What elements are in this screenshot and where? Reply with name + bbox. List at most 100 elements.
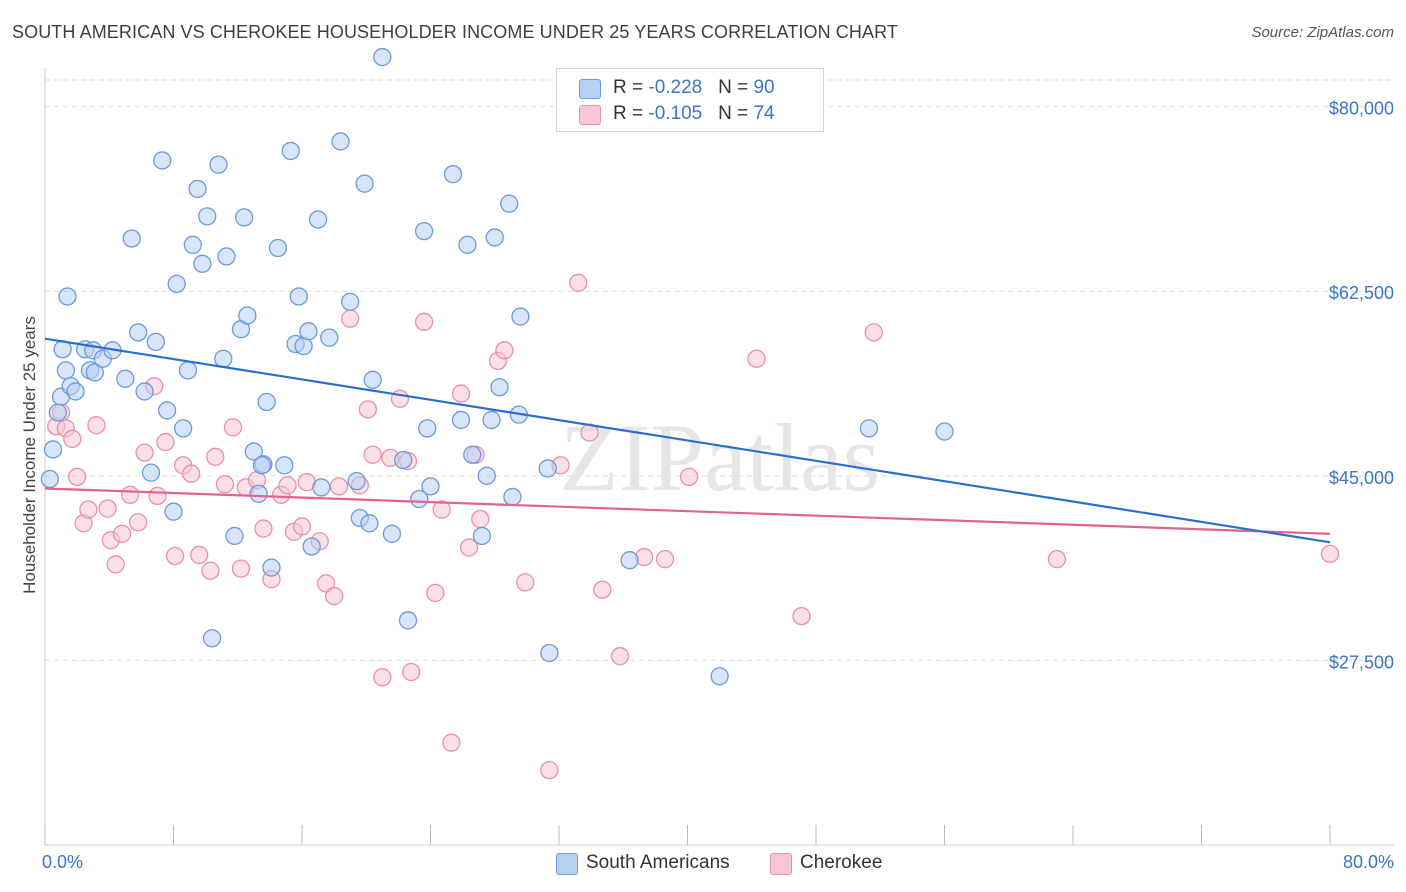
south-american-point xyxy=(482,410,501,430)
cherokee-point xyxy=(254,519,273,538)
south-american-point xyxy=(257,392,276,412)
cherokee-point xyxy=(363,445,382,464)
south-american-point xyxy=(382,524,402,543)
cherokee-trend-line xyxy=(44,487,1331,535)
r-value: -0.228 xyxy=(648,77,703,98)
south-american-point xyxy=(188,179,207,199)
axes xyxy=(44,68,1394,846)
south-american-point xyxy=(268,238,288,258)
south-american-point xyxy=(129,323,148,342)
south-american-point xyxy=(485,228,504,247)
south-american-point xyxy=(66,382,85,401)
south-american-point xyxy=(935,422,954,441)
south-american-point xyxy=(320,328,339,347)
cherokee-point xyxy=(129,513,148,532)
south-american-point xyxy=(540,643,559,663)
cherokee-point xyxy=(98,499,117,518)
cherokee-point xyxy=(610,647,630,666)
n-value: 90 xyxy=(753,77,775,98)
south-american-trend-line xyxy=(44,337,1331,544)
y-tick-label: $62,500 xyxy=(1329,283,1394,303)
south-american-point xyxy=(347,471,366,491)
cherokee-point xyxy=(231,559,251,578)
cherokee-point xyxy=(87,416,106,435)
south-american-point xyxy=(363,370,382,389)
cherokee-point xyxy=(358,400,378,419)
south-american-point xyxy=(490,378,509,397)
south-american-point xyxy=(249,484,268,503)
south-american-point xyxy=(198,207,217,226)
x-tick-min: 0.0% xyxy=(42,852,84,872)
n-label: N = xyxy=(718,103,754,124)
south-american-point xyxy=(58,287,77,306)
cherokee-point xyxy=(148,486,167,506)
south-american-point xyxy=(193,254,212,273)
south-american-point xyxy=(217,247,236,266)
cherokee-points xyxy=(47,273,1340,780)
cherokee-point xyxy=(341,309,360,328)
south-american-point xyxy=(48,403,67,422)
cherokee-point xyxy=(747,349,766,368)
cherokee-point xyxy=(373,668,392,687)
south-american-point xyxy=(281,141,300,161)
trend-lines xyxy=(44,337,1331,544)
south-american-point xyxy=(410,489,429,509)
cherokee-point xyxy=(1047,550,1067,569)
south-american-point xyxy=(463,445,482,464)
cherokee-point xyxy=(792,606,811,626)
legend-label: Cherokee xyxy=(800,852,883,873)
y-tick-label: $27,500 xyxy=(1329,652,1394,672)
cherokee-point xyxy=(864,323,883,342)
cherokee-point xyxy=(215,475,235,494)
cherokee-point xyxy=(402,662,421,682)
south-american-point xyxy=(418,419,437,438)
south-american-point xyxy=(122,229,141,248)
y-tick-label: $45,000 xyxy=(1329,468,1394,488)
cherokee-point xyxy=(451,384,471,403)
south-american-point xyxy=(173,419,193,438)
south-american-point xyxy=(394,450,413,470)
south-american-points xyxy=(40,47,954,686)
cherokee-point xyxy=(292,517,312,536)
south-american-point xyxy=(859,419,879,438)
south-american-point xyxy=(40,469,59,489)
south-american-point xyxy=(244,442,263,461)
cherokee-point xyxy=(135,443,154,462)
south-american-point xyxy=(414,221,434,241)
south-american-point xyxy=(146,332,165,352)
south-american-point xyxy=(178,361,198,380)
south-american-point xyxy=(477,466,496,485)
south-american-point xyxy=(360,514,379,533)
south-americans-legend-swatch xyxy=(556,853,578,875)
cherokee-point xyxy=(156,432,175,452)
south-american-point xyxy=(238,306,257,325)
cherokee-point xyxy=(471,509,490,529)
y-tick-label: $80,000 xyxy=(1329,99,1394,119)
cherokee-point xyxy=(223,418,243,437)
cherokee-point xyxy=(63,429,82,449)
cherokee-point xyxy=(426,583,445,603)
south-american-point xyxy=(43,440,63,459)
cherokee-point xyxy=(79,500,98,519)
cherokee-point xyxy=(106,555,125,574)
south-american-point xyxy=(183,235,202,254)
south-american-point xyxy=(299,322,318,341)
south-american-point xyxy=(443,165,463,184)
south-american-point xyxy=(214,349,233,368)
cherokee-swatch xyxy=(579,105,601,125)
south-american-point xyxy=(331,132,350,151)
south-american-point xyxy=(235,208,254,227)
south-american-point xyxy=(135,382,154,401)
y-tick-labels: $27,500 $45,000 $62,500 $80,000 xyxy=(1329,99,1394,673)
south-american-point xyxy=(620,551,639,570)
cherokee-point xyxy=(67,467,87,487)
cherokee-point xyxy=(182,464,201,483)
south-american-point xyxy=(398,611,418,630)
south-american-point xyxy=(511,307,530,326)
south-american-point xyxy=(373,47,392,67)
cherokee-point xyxy=(120,485,140,504)
south-american-point xyxy=(209,155,228,174)
n-label: N = xyxy=(718,77,754,98)
south-americans-swatch xyxy=(579,79,601,99)
